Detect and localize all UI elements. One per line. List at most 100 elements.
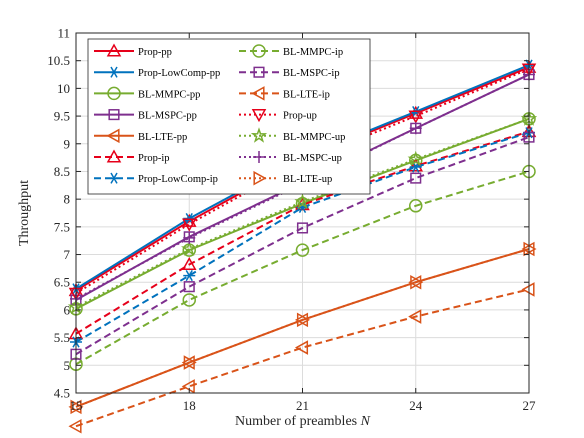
legend-label: Prop-LowComp-ip [138,174,218,185]
plus-marker [409,122,422,135]
y-axis-label: Throughput [17,180,32,246]
triangle-down-marker [181,218,197,232]
tick-layer: 15 18 21 24 27 4.5 5 5.5 6 6.5 7 7.5 8 8.5 9 9.5 10 10.5 1… [47,26,536,414]
legend-label: BL-LTE-up [283,174,332,185]
legend-item: Prop-LowComp-ip [94,172,218,185]
y-tick-label: 11 [57,26,70,41]
x-tick-label: 27 [523,398,537,413]
series-line [75,73,530,300]
triangle-right-marker [410,274,424,290]
y-tick-label: 7 [64,247,71,262]
triangle-left-marker [68,418,82,434]
legend-box [87,38,371,195]
triangle-right-marker [70,399,84,415]
legend-label: Prop-up [283,111,317,122]
series-line [75,288,530,428]
legend-label: BL-LTE-pp [138,132,187,143]
series-line [75,68,530,295]
triangle-left-marker [106,128,120,144]
plus-marker [183,231,196,244]
legend: Prop-pp Prop-LowComp-pp BL-MMPC-pp BL-MSPC-… [87,38,371,195]
circle-marker [107,86,121,101]
triangle-right-marker [183,355,197,370]
circle-marker [409,199,423,213]
legend-label: BL-MMPC-pp [138,89,200,100]
y-tick-label: 7.5 [54,219,70,234]
y-tick-label: 8 [64,192,71,207]
asterisk-marker [108,172,120,184]
series-line [75,130,530,335]
legend-item: BL-MMPC-up [239,127,345,143]
series-line [75,136,530,356]
square-marker [253,66,265,78]
legend-item: BL-MMPC-ip [239,44,343,58]
triangle-left-marker [521,282,535,297]
triangle-right-marker [253,170,267,186]
triangle-up-marker [106,149,122,163]
x-tick-label: 21 [296,398,309,413]
triangle-up-marker [106,43,122,57]
star-marker [250,127,268,143]
legend-item: Prop-LowComp-pp [94,66,220,79]
legend-item: Prop-ip [94,149,170,164]
legend-label: BL-MMPC-up [283,132,345,143]
legend-item: Prop-up [239,109,317,123]
y-tick-label: 6 [64,302,71,317]
legend-label: Prop-ip [138,153,170,164]
y-tick-label: 10 [57,81,70,96]
y-tick-label: 5 [64,358,71,373]
triangle-down-marker [251,109,267,123]
triangle-up-marker [181,256,197,271]
y-tick-label: 8.5 [54,164,70,179]
x-axis-label: Number of preambles N [235,414,371,429]
legend-label: Prop-LowComp-pp [138,68,220,79]
triangle-left-marker [181,379,195,394]
y-tick-label: 10.5 [47,53,70,68]
legend-item: BL-MSPC-pp [94,109,197,122]
triangle-left-marker [408,309,422,324]
legend-item: BL-MSPC-ip [239,66,340,79]
circle-marker [295,243,310,257]
triangle-left-marker [294,340,309,355]
asterisk-marker [108,66,120,78]
star-marker [181,240,198,256]
square-marker [296,222,309,234]
x-tick-label: 18 [183,398,196,413]
legend-item: BL-MSPC-up [239,151,342,164]
triangle-right-marker [296,312,311,328]
y-tick-label: 5.5 [54,330,70,345]
plus-marker [253,151,265,163]
legend-label: Prop-pp [138,47,172,58]
legend-label: BL-MSPC-pp [138,111,197,122]
series-line [75,248,530,408]
star-marker [407,150,424,167]
legend-item: BL-LTE-pp [94,128,187,144]
asterisk-marker [183,269,196,282]
series-bl-lte-up [70,241,537,415]
legend-label: BL-LTE-ip [283,89,330,100]
triangle-down-marker [408,110,424,124]
series-line [75,131,530,343]
series-line [75,170,530,366]
square-marker [108,109,120,121]
legend-item: Prop-pp [94,43,172,58]
y-tick-label: 4.5 [54,386,70,401]
legend-item: BL-MMPC-pp [94,86,200,101]
y-tick-label: 6.5 [54,275,70,290]
x-tick-label: 15 [70,398,83,413]
legend-label: BL-MSPC-ip [283,68,340,79]
star-marker [294,193,311,209]
triangle-left-marker [251,86,265,101]
series-line [75,117,530,309]
circle-marker [182,293,196,307]
square-marker [183,281,195,293]
circle-marker [252,44,266,58]
legend-item: BL-LTE-up [239,170,332,186]
y-tick-label: 9.5 [54,109,70,124]
series-layer [67,59,538,434]
series-bl-lte-ip [68,282,535,434]
legend-item: BL-LTE-ip [239,86,330,101]
legend-label: BL-MMPC-ip [283,47,343,58]
triangle-right-marker [523,241,537,257]
y-tick-label: 9 [64,136,71,151]
